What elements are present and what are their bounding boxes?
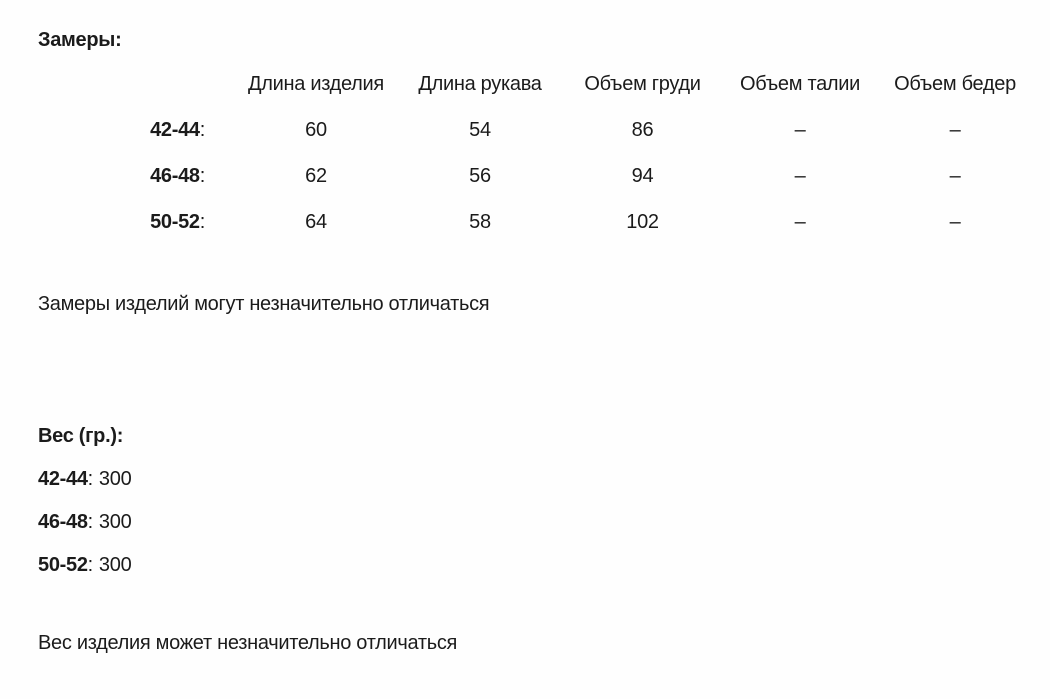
table-cell-value: – xyxy=(794,165,806,187)
column-header-chest: Объем груди xyxy=(584,73,701,95)
size-label-text: 42-44 xyxy=(38,468,88,490)
size-label-text: 42-44 xyxy=(150,119,200,141)
table-cell-value: 54 xyxy=(469,119,491,141)
weight-title: Вес (гр.): xyxy=(38,425,124,447)
table-cell-value: – xyxy=(949,119,961,141)
table-cell-value: 64 xyxy=(305,211,327,233)
table-cell-value: 86 xyxy=(631,119,654,141)
size-label-text: 46-48 xyxy=(150,165,200,187)
weight-value: 300 xyxy=(98,554,132,576)
table-cell-value: 102 xyxy=(626,211,659,233)
weight-value: 300 xyxy=(98,468,132,490)
size-row-label: 50-52: xyxy=(0,210,237,234)
size-row-label: 42-44: xyxy=(0,118,237,142)
table-cell-value: 94 xyxy=(631,165,654,187)
table-cell-value: 58 xyxy=(469,211,491,233)
size-label-colon: : xyxy=(199,211,206,233)
column-header-length: Длина изделия xyxy=(248,73,384,95)
table-cell-value: 62 xyxy=(305,165,327,187)
size-label-colon: : xyxy=(87,468,94,490)
weight-row: 46-48: 300 xyxy=(38,510,1050,534)
size-label-text: 50-52 xyxy=(150,211,200,233)
table-cell-value: 56 xyxy=(469,165,491,187)
size-label-colon: : xyxy=(199,119,206,141)
weight-value: 300 xyxy=(98,511,132,533)
table-cell-value: – xyxy=(794,211,806,233)
size-label-colon: : xyxy=(199,165,206,187)
weight-row: 42-44: 300 xyxy=(38,467,1050,491)
column-header-hips: Объем бедер xyxy=(894,73,1016,95)
weight-note: Вес изделия может незначительно отличать… xyxy=(38,632,458,654)
column-header-sleeve: Длина рукава xyxy=(418,73,542,95)
table-cell-value: – xyxy=(949,211,961,233)
size-row-label: 46-48: xyxy=(0,164,237,188)
weight-row: 50-52: 300 xyxy=(38,553,1050,577)
size-label-colon: : xyxy=(87,511,94,533)
measurements-note: Замеры изделий могут незначительно отлич… xyxy=(38,293,490,315)
measurements-table: Длина изделия Длина рукава Объем груди О… xyxy=(0,72,1050,256)
table-cell-value: 60 xyxy=(305,119,327,141)
column-header-waist: Объем талии xyxy=(739,73,861,95)
table-cell-value: – xyxy=(949,165,961,187)
size-label-text: 46-48 xyxy=(38,511,88,533)
measurements-title: Замеры: xyxy=(38,29,122,51)
table-cell-value: – xyxy=(794,119,806,141)
size-label-colon: : xyxy=(87,554,94,576)
size-label-text: 50-52 xyxy=(38,554,88,576)
